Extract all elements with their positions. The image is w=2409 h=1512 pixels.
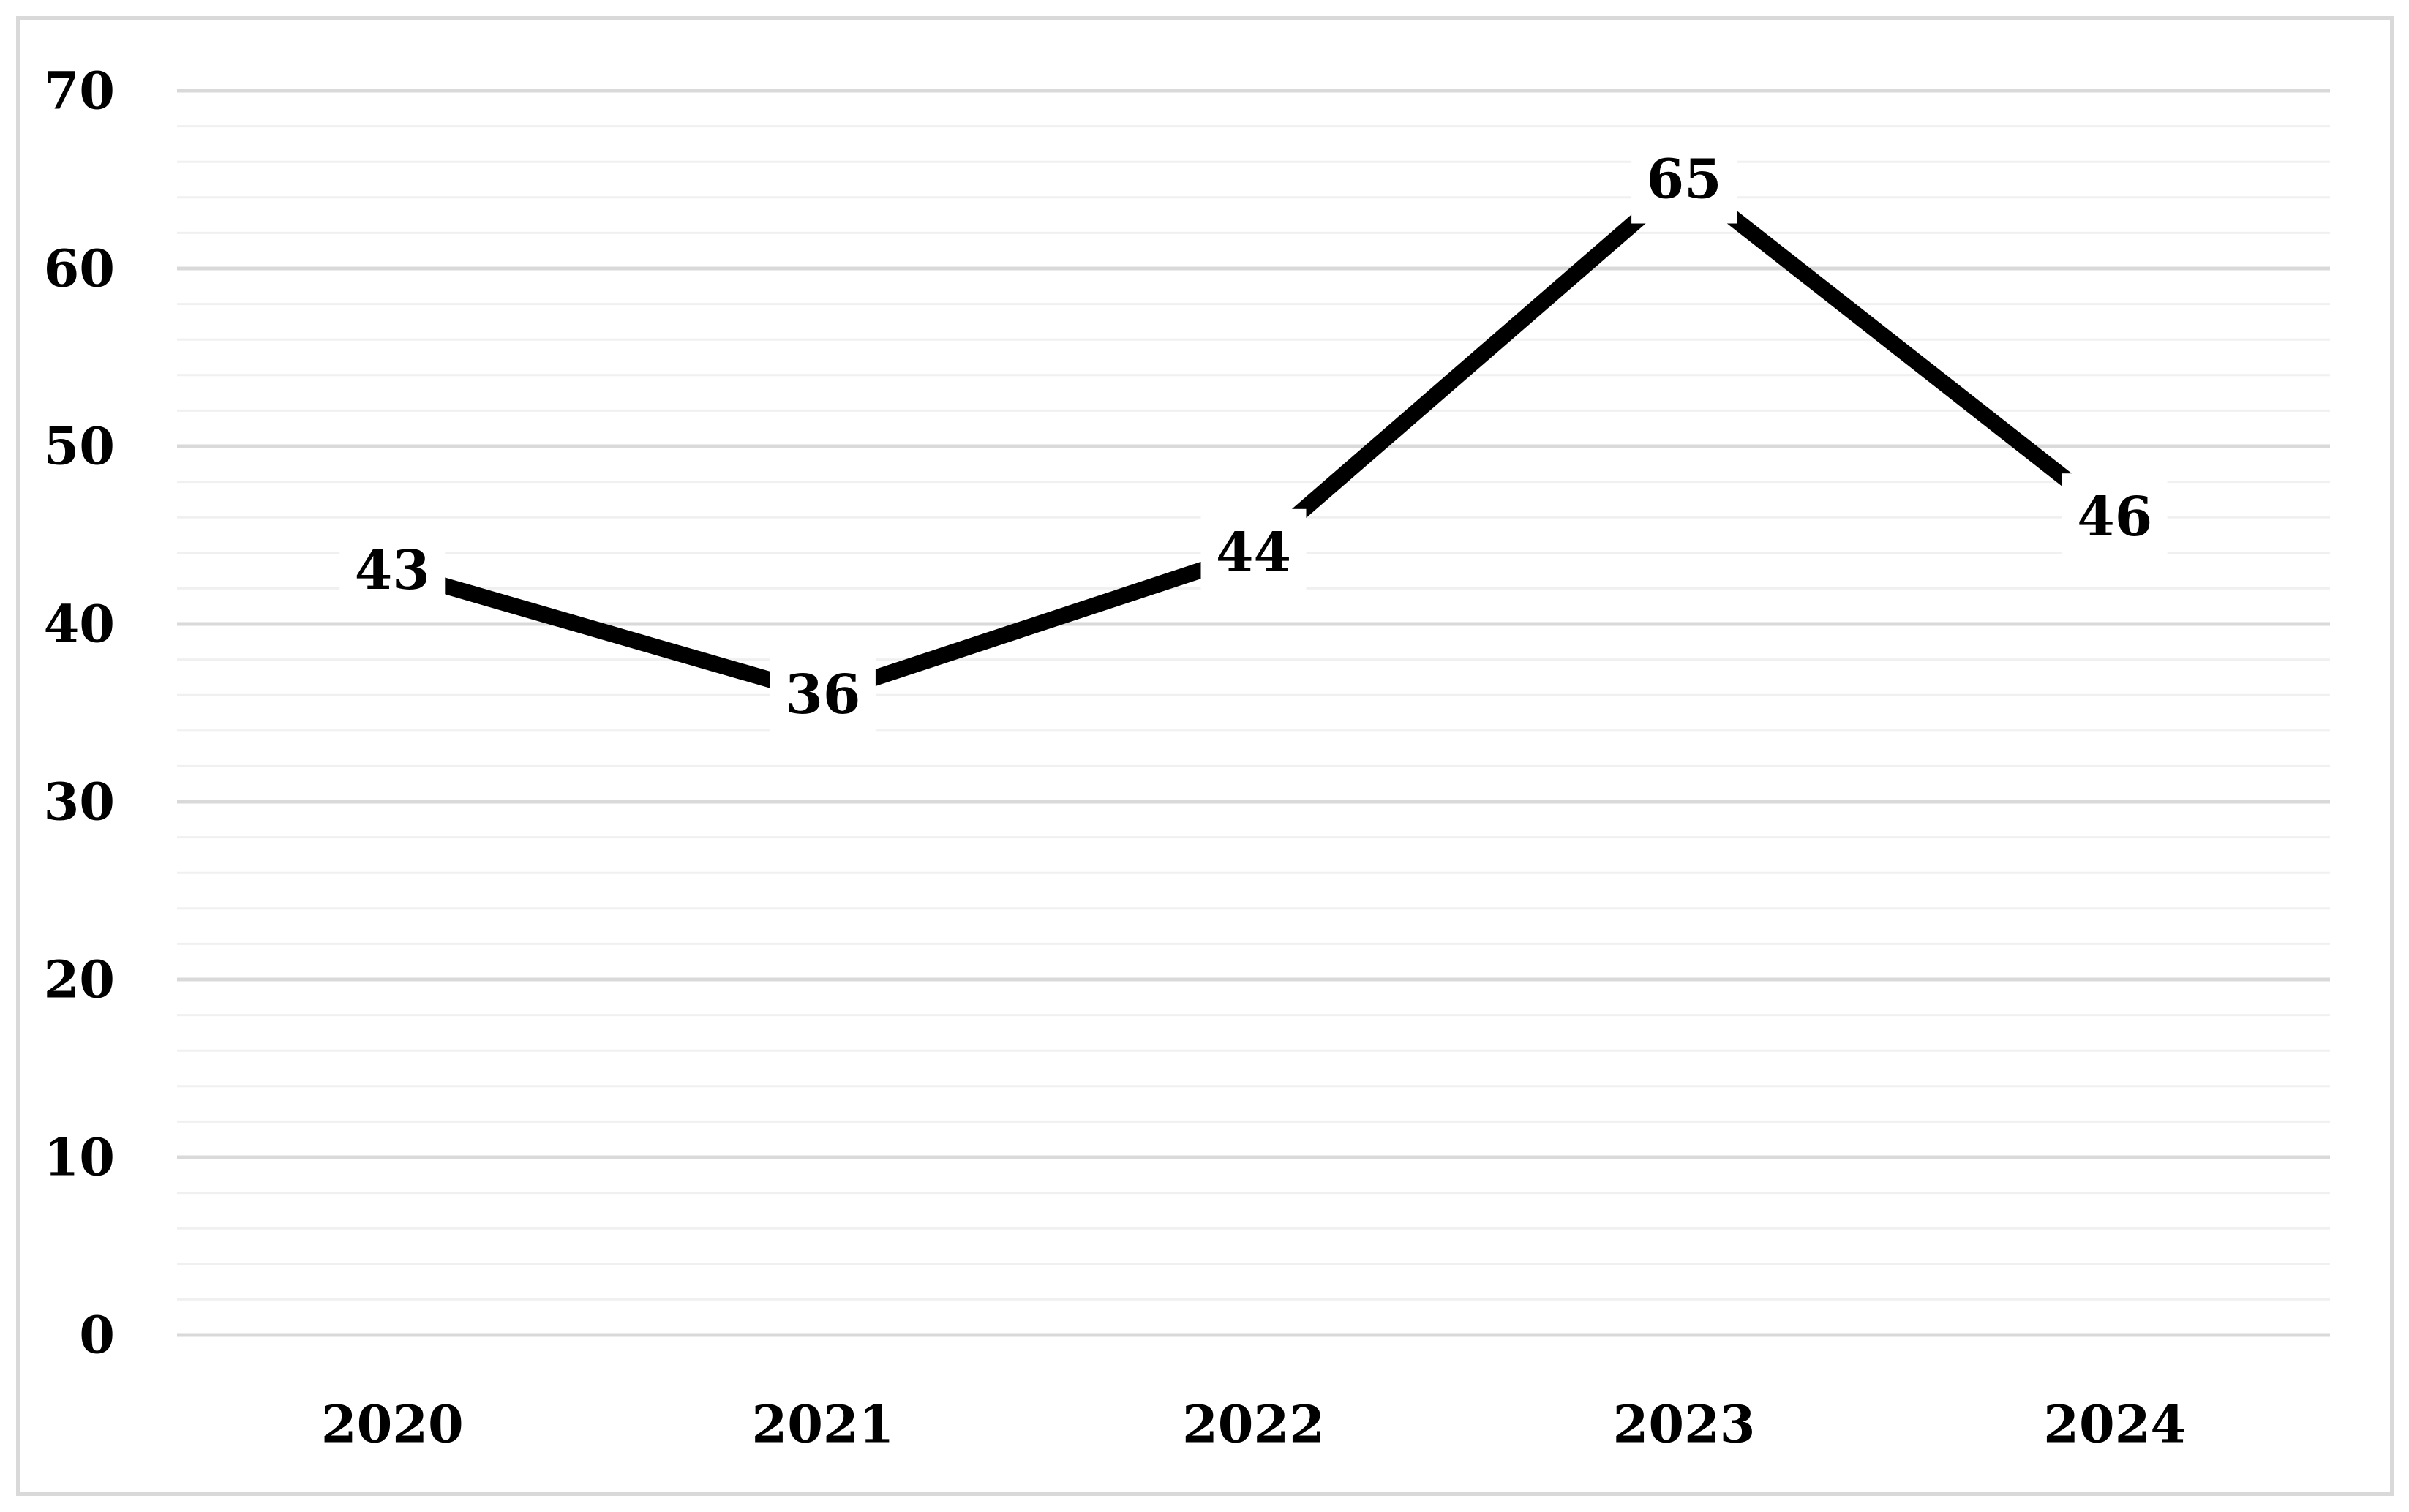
y-axis-tick-labels: 0 10 20 30 40 50 60 70 bbox=[44, 61, 115, 1366]
data-label-background bbox=[339, 527, 446, 615]
y-tick-label: 0 bbox=[79, 1305, 115, 1366]
y-tick-label: 40 bbox=[44, 594, 115, 655]
data-label: 46 bbox=[2062, 473, 2168, 562]
data-label: 44 bbox=[1200, 508, 1307, 597]
x-tick-label: 2020 bbox=[321, 1394, 464, 1455]
data-label-value: 65 bbox=[1647, 148, 1722, 211]
data-label: 43 bbox=[339, 527, 446, 615]
y-tick-label: 30 bbox=[44, 772, 115, 832]
series-line bbox=[390, 169, 2120, 704]
line-chart: 0 10 20 30 40 50 60 70 2020 2021 2022 2023 2024 43 3… bbox=[44, 61, 2330, 1455]
data-label: 65 bbox=[1631, 135, 1737, 224]
x-tick-label: 2022 bbox=[1182, 1394, 1325, 1455]
data-label-value: 36 bbox=[785, 663, 860, 726]
y-tick-label: 60 bbox=[44, 238, 115, 299]
data-label: 36 bbox=[770, 651, 876, 740]
data-labels: 43 36 44 65 46 bbox=[339, 135, 2168, 740]
major-gridlines bbox=[177, 89, 2330, 1337]
x-tick-label: 2021 bbox=[751, 1394, 894, 1455]
data-label-value: 44 bbox=[1216, 522, 1291, 584]
data-label-background bbox=[770, 651, 876, 740]
x-tick-label: 2024 bbox=[2043, 1394, 2186, 1455]
series-line-group bbox=[390, 169, 2120, 704]
y-tick-label: 20 bbox=[44, 949, 115, 1010]
y-tick-label: 50 bbox=[44, 416, 115, 477]
y-tick-label: 10 bbox=[44, 1127, 115, 1188]
y-tick-label: 70 bbox=[44, 61, 115, 121]
data-label-background bbox=[1200, 508, 1307, 597]
minor-gridlines bbox=[177, 125, 2330, 1301]
x-axis-tick-labels: 2020 2021 2022 2023 2024 bbox=[321, 1394, 2186, 1455]
data-label-background bbox=[2062, 473, 2168, 562]
chart-frame: 0 10 20 30 40 50 60 70 2020 2021 2022 2023 2024 43 3… bbox=[16, 16, 2394, 1496]
data-label-value: 46 bbox=[2077, 486, 2152, 549]
data-label-value: 43 bbox=[355, 539, 430, 602]
x-tick-label: 2023 bbox=[1613, 1394, 1756, 1455]
data-label-background bbox=[1631, 135, 1737, 224]
